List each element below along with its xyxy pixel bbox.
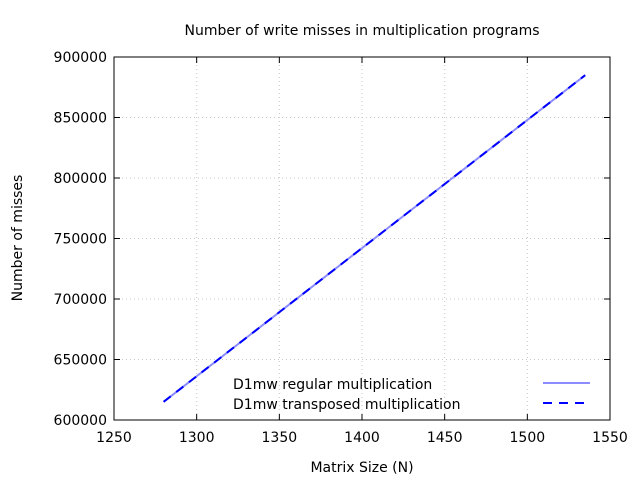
legend: D1mw regular multiplication D1mw transpo… bbox=[233, 377, 590, 413]
y-tick-label: 900000 bbox=[54, 50, 107, 66]
y-tick-label: 600000 bbox=[54, 413, 107, 429]
x-tick-label: 1250 bbox=[96, 430, 132, 446]
legend-label-regular: D1mw regular multiplication bbox=[233, 377, 432, 393]
x-tick-label: 1550 bbox=[592, 430, 628, 446]
series-line-transposed bbox=[162, 74, 586, 403]
y-tick-label: 850000 bbox=[54, 111, 107, 127]
y-tick-label: 700000 bbox=[54, 292, 107, 308]
x-tick-label: 1300 bbox=[179, 430, 215, 446]
y-axis-label: Number of misses bbox=[10, 175, 26, 302]
x-tick-label: 1400 bbox=[344, 430, 380, 446]
axis-ticks: 1250 1300 1350 1400 1450 1500 1550 600000 650000… bbox=[54, 50, 628, 446]
y-tick-label: 800000 bbox=[54, 171, 107, 187]
x-tick-label: 1450 bbox=[427, 430, 463, 446]
grid bbox=[114, 57, 610, 420]
chart-title: Number of write misses in multiplication… bbox=[184, 23, 539, 39]
series-lines bbox=[162, 74, 586, 403]
y-tick-label: 750000 bbox=[54, 232, 107, 248]
x-tick-label: 1350 bbox=[262, 430, 298, 446]
legend-label-transposed: D1mw transposed multiplication bbox=[233, 397, 460, 413]
x-axis-label: Matrix Size (N) bbox=[310, 460, 413, 476]
y-tick-label: 650000 bbox=[54, 353, 107, 369]
x-tick-label: 1500 bbox=[510, 430, 546, 446]
